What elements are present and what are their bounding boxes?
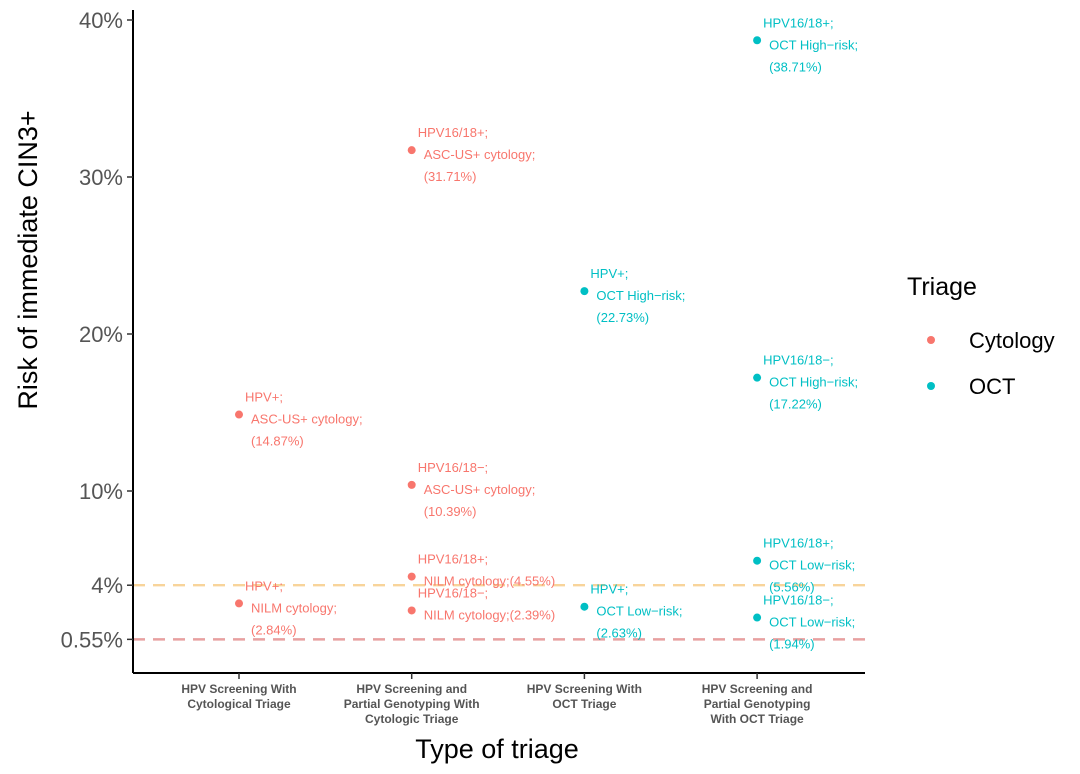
oct-point xyxy=(753,556,762,565)
oct-point-label: HPV+; OCT High−risk; (22.73%) xyxy=(590,266,685,325)
cytology-point-label: HPV+; NILM cytology; (2.84%) xyxy=(245,578,337,637)
legend-key-oct xyxy=(927,382,935,390)
x-axis-ticks: HPV Screening With Cytological Triage HPV … xyxy=(181,673,812,726)
legend-title: Triage xyxy=(907,273,977,301)
y-tick-label: 4% xyxy=(91,573,123,598)
y-tick-label: 0.55% xyxy=(61,627,123,652)
x-axis-title: Type of triage xyxy=(415,734,579,764)
oct-point-label: HPV+; OCT Low−risk; (2.63%) xyxy=(590,582,682,641)
y-axis-title: Risk of immediate CIN3+ xyxy=(13,110,43,409)
cytology-point xyxy=(235,410,243,419)
reference-lines xyxy=(133,584,865,641)
oct-point xyxy=(753,36,762,45)
oct-point-label: HPV16/18−; OCT Low−risk; (1.94%) xyxy=(763,593,855,652)
cytology-point xyxy=(407,572,416,581)
oct-point xyxy=(580,287,589,296)
cytology-point xyxy=(407,480,416,489)
oct-point-label: HPV16/18−; OCT High−risk; (17.22%) xyxy=(763,353,858,412)
y-tick-label: 30% xyxy=(79,165,123,190)
x-tick-label: HPV Screening and Partial Genotyping With… xyxy=(344,682,480,726)
legend-label-oct: OCT xyxy=(969,374,1015,399)
oct-point xyxy=(753,613,762,622)
oct-point-label: HPV16/18+; OCT Low−risk; (5.56%) xyxy=(763,536,855,595)
x-tick-label: HPV Screening With Cytological Triage xyxy=(181,682,296,711)
cytology-point xyxy=(407,146,416,155)
y-tick-label: 10% xyxy=(79,479,123,504)
y-tick-label: 40% xyxy=(79,8,123,33)
data-points xyxy=(235,36,762,622)
cytology-point-label: HPV+; ASC-US+ cytology; (14.87%) xyxy=(245,390,363,449)
y-tick-label: 20% xyxy=(79,322,123,347)
oct-point xyxy=(580,602,589,611)
cytology-point-label: HPV16/18+; NILM cytology;(4.55%) xyxy=(418,552,556,589)
x-tick-label: HPV Screening and Partial Genotyping With … xyxy=(702,682,813,726)
cytology-point-label: HPV16/18+; ASC-US+ cytology; (31.71%) xyxy=(418,125,536,184)
oct-point-label: HPV16/18+; OCT High−risk; (38.71%) xyxy=(763,15,858,74)
cytology-point-label: HPV16/18−; NILM cytology;(2.39%) xyxy=(418,585,556,622)
x-tick-label: HPV Screening With OCT Triage xyxy=(527,682,642,711)
cytology-point-label: HPV16/18−; ASC-US+ cytology; (10.39%) xyxy=(418,460,536,519)
y-axis-ticks: 0.55% 4% 10% 20% 30% 40% xyxy=(61,8,133,652)
cytology-point xyxy=(235,599,243,608)
oct-point xyxy=(753,373,762,382)
legend-key-cytology xyxy=(927,336,935,344)
cytology-point xyxy=(407,606,416,615)
legend: Triage Cytology OCT xyxy=(907,273,1055,399)
data-labels: HPV+; ASC-US+ cytology; (14.87%) HPV+; NILM … xyxy=(245,15,858,651)
legend-label-cytology: Cytology xyxy=(969,328,1055,353)
